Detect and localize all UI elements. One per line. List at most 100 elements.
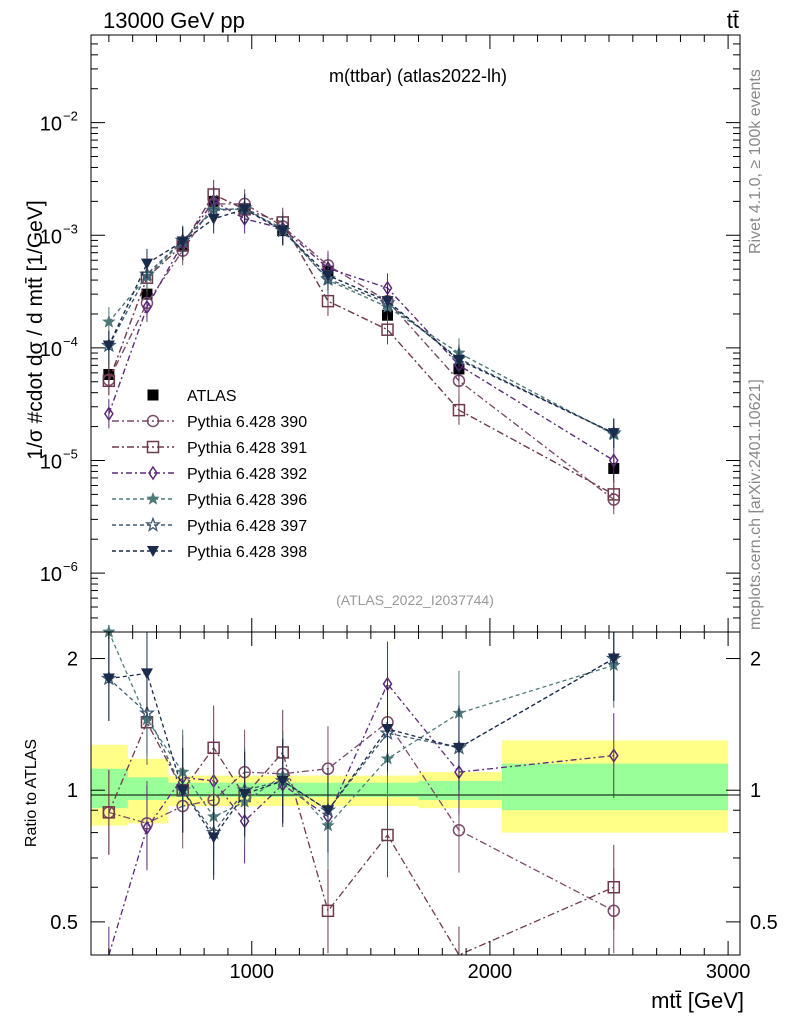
series-line: [108, 208, 615, 434]
y-tick-label: 10: [40, 226, 62, 248]
legend-item: Pythia 6.428 390: [112, 414, 307, 431]
ratio-y-tick-label-right: 1: [750, 780, 761, 802]
legend-label: Pythia 6.428 391: [187, 440, 307, 457]
legend-label: Pythia 6.428 390: [187, 414, 307, 431]
ratio-point: [608, 748, 619, 763]
ratio-point: [381, 724, 394, 736]
legend: ATLAS Pythia 6.428 390 Pythia 6.428 391 Pyt…: [112, 388, 307, 561]
data-point: [238, 204, 251, 216]
ratio-point: [607, 880, 621, 894]
ratio-line: [108, 657, 615, 834]
data-point: [102, 314, 116, 328]
ratio-y-tick-label: 0.5: [50, 912, 78, 934]
ratio-point: [139, 704, 156, 721]
ratio-point: [321, 805, 334, 817]
main-ticks: 10−610−510−410−310−2: [40, 34, 740, 633]
ratio-line: [108, 721, 615, 912]
legend-item: Pythia 6.428 396: [112, 491, 307, 509]
data-point: [321, 270, 334, 282]
y-tick-label: 10: [40, 114, 62, 136]
side-label-bottom: mcplots.cern.ch [arXiv:2401.10621]: [747, 379, 764, 630]
data-point: [607, 488, 621, 501]
header-left-label: 13000 GeV pp: [103, 8, 245, 33]
series-pythia-6-428-398: [102, 194, 620, 448]
x-tick-label: 3000: [706, 961, 751, 983]
ratio-y-axis-label: Ratio to ATLAS: [23, 739, 40, 847]
y-tick-exponent: −4: [63, 334, 78, 349]
series-pythia-6-428-397: [100, 193, 622, 448]
series-line: [108, 200, 615, 462]
y-axis-label: 1/σ #cdot dσ / d mtt̄ [1/GeV]: [24, 200, 47, 459]
x-tick-label: 1000: [230, 961, 275, 983]
legend-marker: [148, 465, 158, 481]
ratio-ticks: 0.5 0.5 1 1 2 2 1000 2000 3000: [50, 632, 778, 983]
y-tick-exponent: −5: [63, 446, 78, 461]
legend-item: Pythia 6.428 392: [112, 465, 307, 483]
legend-marker: [145, 516, 161, 532]
ratio-y-tick-label: 1: [67, 780, 78, 802]
series-pythia-6-428-391: [102, 179, 621, 510]
ratio-line: [108, 631, 614, 827]
header-right-label: tt̄: [727, 8, 739, 33]
uncertainty-band-inner: [418, 780, 502, 800]
series-line: [108, 203, 615, 501]
side-label-top: Rivet 4.1.0, ≥ 100k events: [747, 69, 764, 254]
ratio-panel: 0.5 0.5 1 1 2 2 1000 2000 3000 Ratio to ATLAS: [23, 624, 778, 983]
ratio-point: [207, 832, 220, 844]
data-point: [276, 225, 289, 237]
ratio-frame: [90, 631, 741, 956]
main-panel: 10−610−510−410−310−2 m(ttbar) (atlas2022…: [24, 34, 741, 633]
ratio-line: [108, 720, 615, 956]
series-pythia-6-428-396: [102, 194, 621, 450]
legend-marker: [146, 491, 160, 505]
y-tick-label: 10: [40, 564, 62, 586]
data-point: [381, 323, 394, 336]
data-point: [102, 374, 116, 388]
legend-marker: [147, 546, 159, 557]
ratio-point: [381, 828, 394, 842]
x-tick-label: 2000: [468, 961, 513, 983]
legend-marker: [146, 414, 160, 428]
ratio-point: [607, 653, 620, 665]
data-point: [452, 403, 466, 417]
ratio-point: [176, 785, 189, 797]
uncertainty-band-inner: [91, 768, 128, 809]
ratio-y-tick-label-right: 0.5: [750, 912, 778, 934]
ratio-point: [452, 823, 466, 837]
plot-title: m(ttbar) (atlas2022-lh): [329, 66, 507, 86]
ratio-line: [108, 682, 614, 956]
main-frame: [90, 34, 741, 633]
ratio-point: [452, 742, 465, 754]
data-point: [142, 299, 152, 315]
legend-item: ATLAS: [147, 388, 237, 405]
ratio-point: [142, 820, 152, 836]
series-line: [108, 193, 615, 496]
legend-label: Pythia 6.428 396: [187, 492, 307, 509]
y-tick-exponent: −6: [63, 559, 78, 574]
data-point: [176, 236, 189, 248]
y-tick-exponent: −2: [63, 109, 78, 124]
main-series: [100, 179, 622, 515]
data-point: [608, 453, 619, 468]
legend-item: Pythia 6.428 398: [112, 544, 307, 561]
ratio-point: [140, 668, 153, 680]
data-point: [321, 294, 335, 308]
data-point: [102, 340, 115, 352]
y-tick-label: 10: [40, 451, 62, 473]
ratio-series-pythia-6-428-398: [102, 632, 620, 880]
analysis-id: (ATLAS_2022_I2037744): [336, 592, 494, 608]
ratio-line: [108, 657, 615, 839]
uncertainty-band-inner: [501, 763, 729, 811]
legend-label: Pythia 6.428 398: [187, 544, 307, 561]
legend-label: ATLAS: [187, 388, 237, 405]
data-point: [103, 406, 114, 422]
data-point: [381, 296, 394, 308]
series-atlas: [103, 186, 620, 484]
ratio-point: [321, 904, 335, 918]
legend-marker: [146, 440, 160, 454]
x-axis-label: mtt̄ [GeV]: [651, 988, 744, 1013]
data-point: [452, 355, 465, 367]
ratio-y-tick-label-right: 2: [750, 649, 761, 671]
ratio-point: [238, 789, 251, 801]
